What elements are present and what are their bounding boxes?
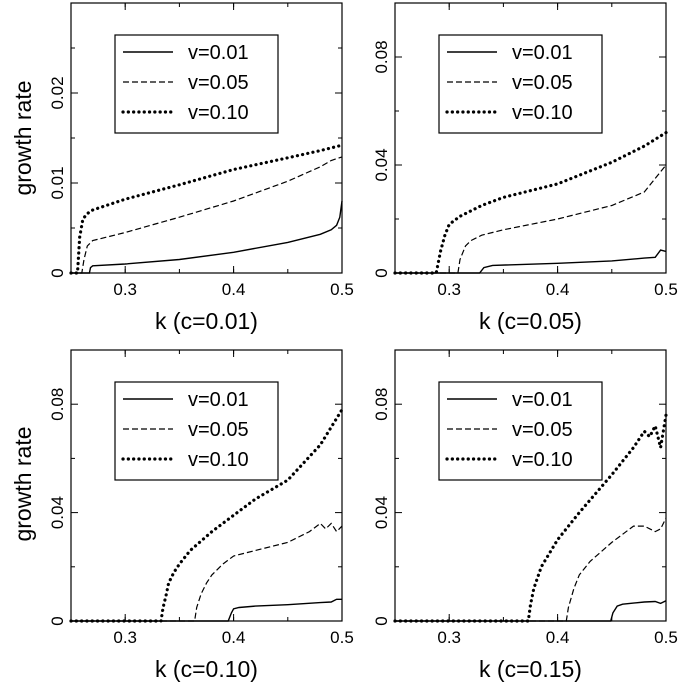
legend-label: v=0.05 bbox=[188, 72, 249, 94]
series-line bbox=[71, 156, 343, 274]
x-tick-label: 0.5 bbox=[330, 628, 354, 647]
plot-frame bbox=[394, 2, 667, 274]
x-tick-label: 0.4 bbox=[546, 280, 570, 299]
legend-label: v=0.01 bbox=[512, 389, 573, 411]
y-tick-label: 0 bbox=[372, 616, 391, 625]
panel-c-0.15: 0.3 0.4 0.5 0 0.04 0.08 k (c=0.15) v=0.01 v=0.05… bbox=[372, 349, 678, 682]
legend-label: v=0.10 bbox=[188, 102, 249, 124]
legend-label: v=0.01 bbox=[512, 42, 573, 64]
x-tick-label: 0.3 bbox=[113, 280, 137, 299]
series-line bbox=[395, 249, 667, 274]
legend-label: v=0.05 bbox=[188, 419, 249, 441]
legend-label: v=0.10 bbox=[512, 102, 573, 124]
series-line bbox=[395, 600, 667, 622]
series-line bbox=[395, 164, 667, 274]
y-tick-label: 0.02 bbox=[48, 76, 67, 109]
x-tick-label: 0.4 bbox=[546, 628, 570, 647]
series-line bbox=[395, 517, 667, 622]
panel-c-0.10: 0.3 0.4 0.5 0 0.04 0.08 k (c=0.10) v=0.01 v=0.05… bbox=[48, 349, 354, 682]
x-tick-label: 0.3 bbox=[113, 628, 137, 647]
y-tick-label: 0.08 bbox=[372, 40, 391, 73]
y-tick-label: 0 bbox=[48, 268, 67, 277]
series-line bbox=[71, 200, 343, 274]
x-tick-label: 0.5 bbox=[654, 628, 678, 647]
x-tick-label: 0.4 bbox=[222, 280, 246, 299]
y-tick-label: 0.04 bbox=[372, 496, 391, 529]
x-tick-label: 0.5 bbox=[330, 280, 354, 299]
y-tick-label: 0.08 bbox=[372, 388, 391, 421]
series-line bbox=[71, 598, 342, 622]
series-line bbox=[393, 413, 668, 623]
x-tick-label: 0.3 bbox=[437, 628, 461, 647]
series-line bbox=[71, 522, 343, 622]
series-line bbox=[69, 408, 344, 623]
y-tick-label: 0.04 bbox=[48, 496, 67, 529]
y-tick-label: 0 bbox=[48, 616, 67, 625]
x-tick-label: 0.5 bbox=[654, 280, 678, 299]
y-tick-label: 0.08 bbox=[48, 388, 67, 421]
legend-label: v=0.01 bbox=[188, 389, 249, 411]
legend-label: v=0.01 bbox=[188, 42, 249, 64]
panel-c-0.01: 0.3 0.4 0.5 0 0.01 0.02 k (c=0.01) v=0.01 v=0.05… bbox=[48, 2, 354, 334]
legend-label: v=0.05 bbox=[512, 419, 573, 441]
ylabel-bottom: growth rate bbox=[10, 426, 36, 541]
panel-c-0.05: 0.3 0.4 0.5 0 0.04 0.08 k (c=0.05) v=0.01 v=0.05… bbox=[372, 2, 678, 334]
x-tick-label: 0.4 bbox=[222, 628, 246, 647]
plot-frame bbox=[70, 349, 343, 622]
x-axis-label: k (c=0.05) bbox=[479, 308, 582, 334]
x-tick-label: 0.3 bbox=[437, 280, 461, 299]
legend-label: v=0.10 bbox=[188, 449, 249, 471]
x-axis-label: k (c=0.15) bbox=[479, 656, 582, 682]
plot-frame bbox=[394, 349, 667, 622]
series-line bbox=[69, 143, 344, 275]
y-tick-label: 0.04 bbox=[372, 148, 391, 181]
y-tick-label: 0 bbox=[372, 268, 391, 277]
y-tick-label: 0.01 bbox=[48, 166, 67, 199]
legend-label: v=0.05 bbox=[512, 72, 573, 94]
x-axis-label: k (c=0.10) bbox=[155, 656, 258, 682]
series-line bbox=[393, 131, 668, 275]
ylabel-top: growth rate bbox=[10, 80, 36, 195]
legend-label: v=0.10 bbox=[512, 449, 573, 471]
x-axis-label: k (c=0.01) bbox=[155, 308, 258, 334]
